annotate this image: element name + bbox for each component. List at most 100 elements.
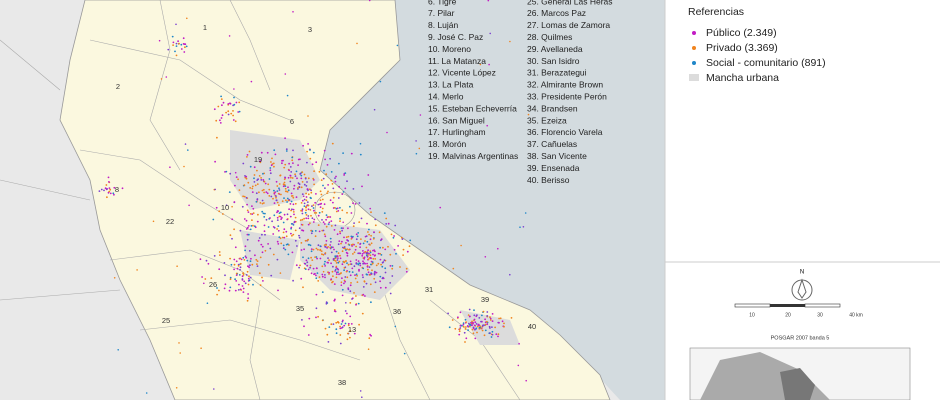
point — [351, 236, 353, 239]
point — [285, 235, 288, 238]
point — [327, 190, 329, 193]
map-label: 10 — [221, 203, 229, 212]
point — [249, 213, 252, 215]
point — [340, 284, 343, 287]
point — [465, 337, 468, 340]
point — [251, 191, 254, 194]
point — [355, 295, 357, 297]
point — [275, 196, 277, 199]
point — [243, 280, 246, 283]
point — [472, 327, 475, 330]
point — [324, 246, 327, 248]
point — [346, 252, 349, 255]
point — [270, 274, 273, 277]
point — [267, 263, 270, 266]
point — [373, 231, 375, 234]
point — [301, 208, 304, 211]
point — [286, 213, 289, 216]
point — [256, 198, 259, 200]
point — [341, 250, 344, 253]
point — [325, 173, 328, 176]
point — [344, 276, 347, 278]
point — [303, 183, 306, 186]
point — [291, 156, 294, 159]
point — [319, 190, 322, 193]
point — [464, 318, 467, 321]
point — [258, 272, 261, 275]
point — [383, 259, 386, 262]
point — [174, 50, 176, 53]
point — [484, 318, 486, 321]
point — [320, 250, 323, 253]
point — [100, 188, 103, 191]
point — [289, 174, 292, 177]
point — [224, 274, 226, 277]
point — [222, 213, 224, 215]
point — [328, 221, 331, 224]
point — [310, 250, 313, 253]
point — [353, 222, 355, 225]
point — [242, 272, 245, 275]
point — [367, 271, 370, 274]
point — [301, 199, 304, 202]
point — [304, 177, 307, 180]
point — [292, 149, 294, 152]
point — [227, 110, 230, 113]
point — [284, 190, 287, 193]
point — [359, 142, 362, 145]
point — [136, 269, 138, 271]
map-label: 6 — [290, 117, 294, 126]
point — [489, 319, 492, 321]
point — [292, 162, 294, 165]
point — [343, 324, 346, 327]
border — [79, 149, 251, 231]
point — [204, 278, 207, 280]
map-label: 1 — [203, 23, 207, 32]
point — [233, 201, 236, 203]
point — [246, 233, 249, 236]
municipality: 35. Ezeiza — [527, 115, 567, 125]
point — [471, 324, 473, 327]
point — [365, 282, 368, 285]
scale-bar — [770, 304, 805, 307]
point — [329, 244, 332, 246]
point — [354, 277, 357, 280]
point — [207, 262, 210, 265]
point — [335, 321, 338, 324]
point — [391, 265, 394, 267]
point — [121, 187, 124, 190]
point — [460, 244, 462, 247]
point — [266, 151, 269, 154]
projection: POSGAR 2007 banda 5 — [771, 335, 830, 341]
point — [335, 266, 338, 269]
point — [329, 237, 332, 240]
point — [330, 278, 333, 281]
point — [330, 225, 333, 227]
point — [339, 217, 341, 220]
point — [375, 264, 378, 267]
point — [480, 327, 482, 330]
point — [474, 328, 476, 331]
point — [298, 236, 301, 239]
point — [178, 342, 180, 344]
point — [332, 187, 335, 190]
point — [309, 209, 312, 211]
point — [258, 175, 261, 177]
point — [389, 253, 392, 256]
point — [270, 161, 272, 163]
point — [272, 197, 274, 200]
point — [246, 203, 249, 206]
point — [354, 248, 357, 251]
point — [312, 151, 315, 154]
point — [188, 204, 190, 207]
point — [333, 283, 336, 285]
point — [517, 364, 520, 367]
point — [301, 171, 304, 174]
point — [458, 330, 461, 333]
legend-item: Mancha urbana — [706, 72, 779, 84]
point — [272, 162, 275, 165]
point — [337, 243, 340, 246]
point — [349, 336, 351, 339]
point — [229, 278, 232, 281]
point — [292, 196, 295, 199]
